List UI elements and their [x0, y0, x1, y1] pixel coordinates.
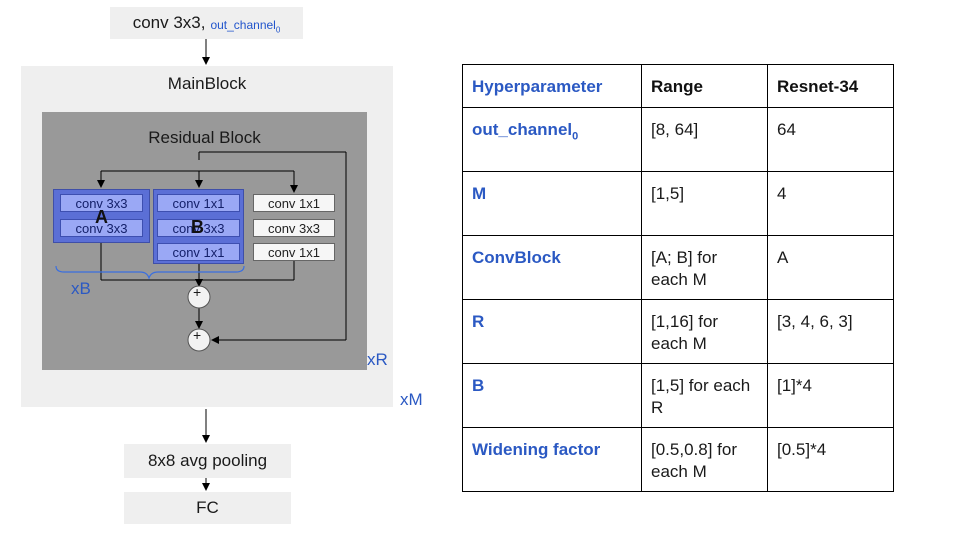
residual-multiplier-label: xR [367, 350, 388, 369]
plain-branch-conv-2: conv 3x3 [253, 219, 335, 237]
table-row: ConvBlock [A; B] for each M A [462, 235, 894, 300]
param-range-cell: [A; B] for each M [641, 235, 768, 300]
header-range: Range [641, 64, 768, 108]
branch-brace [55, 265, 245, 280]
plain-branch-conv-1: conv 1x1 [253, 194, 335, 212]
param-resnet-cell: 64 [767, 107, 894, 172]
param-name-cell: B [462, 363, 642, 428]
table-row: Widening factor [0.5,0.8] for each M [0.… [462, 427, 894, 492]
fc-label: FC [196, 498, 219, 517]
branch-a-label: A [95, 207, 108, 227]
input-conv-box: conv 3x3, out_channel0 [110, 7, 303, 39]
param-range-cell: [1,5] for each R [641, 363, 768, 428]
mainblock-multiplier-label: xM [400, 390, 423, 409]
pooling-box: 8x8 avg pooling [124, 444, 291, 478]
param-range-cell: [1,5] [641, 171, 768, 236]
param-name-cell: Widening factor [462, 427, 642, 492]
input-conv-label: conv 3x3, [132, 13, 206, 32]
table-row: out_channel0 [8, 64] 64 [462, 107, 894, 172]
branch-b-label: B [191, 217, 204, 237]
input-conv-sublabel: out_channel0 [210, 17, 281, 35]
header-hyperparameter: Hyperparameter [462, 64, 642, 108]
branch-b-conv-1: conv 1x1 [157, 194, 240, 212]
param-resnet-cell: [0.5]*4 [767, 427, 894, 492]
hyperparameter-table: Hyperparameter Range Resnet-34 out_chann… [462, 64, 894, 492]
add-node-1 [187, 285, 211, 309]
table-row: M [1,5] 4 [462, 171, 894, 236]
param-name-cell: out_channel0 [462, 107, 642, 172]
branch-a-conv-2: conv 3x3 [60, 219, 143, 237]
header-resnet34: Resnet-34 [767, 64, 894, 108]
table-row: B [1,5] for each R [1]*4 [462, 363, 894, 428]
add-node-2-symbol: + [193, 327, 202, 343]
add-node-2 [187, 328, 211, 352]
residual-block-title: Residual Block [148, 128, 261, 147]
param-resnet-cell: [1]*4 [767, 363, 894, 428]
table-header-row: Hyperparameter Range Resnet-34 [462, 64, 894, 108]
branch-b-conv-2: conv 3x3 [157, 219, 240, 237]
param-range-cell: [0.5,0.8] for each M [641, 427, 768, 492]
pooling-label: 8x8 avg pooling [147, 451, 268, 470]
fc-box: FC [124, 492, 291, 524]
mainblock-title: MainBlock [167, 74, 247, 93]
table-row: R [1,16] for each M [3, 4, 6, 3] [462, 299, 894, 364]
param-range-cell: [1,16] for each M [641, 299, 768, 364]
branch-a-conv-1: conv 3x3 [60, 194, 143, 212]
param-name-cell: R [462, 299, 642, 364]
param-range-cell: [8, 64] [641, 107, 768, 172]
param-name-cell: M [462, 171, 642, 236]
param-name-cell: ConvBlock [462, 235, 642, 300]
param-resnet-cell: A [767, 235, 894, 300]
branch-b-conv-3: conv 1x1 [157, 243, 240, 261]
plain-branch-conv-3: conv 1x1 [253, 243, 335, 261]
param-resnet-cell: 4 [767, 171, 894, 236]
add-node-1-symbol: + [193, 284, 202, 300]
branch-multiplier-label: xB [71, 279, 91, 298]
param-resnet-cell: [3, 4, 6, 3] [767, 299, 894, 364]
